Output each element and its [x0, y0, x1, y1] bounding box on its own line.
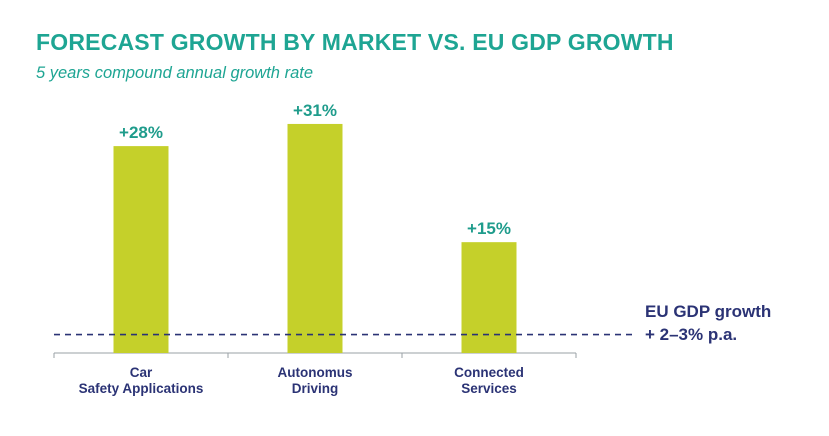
bars [113, 123, 517, 353]
reference-label-line-1: EU GDP growth [645, 302, 772, 321]
x-axis [53, 352, 577, 358]
bar-value-label: +31% [293, 101, 337, 120]
bar [461, 242, 517, 353]
bar [113, 146, 169, 353]
category-label: Driving [292, 381, 339, 396]
chart-title: FORECAST GROWTH BY MARKET VS. EU GDP GRO… [36, 29, 674, 55]
category-label: Autonomus [278, 365, 353, 380]
category-label: Services [461, 381, 517, 396]
category-label: Connected [454, 365, 524, 380]
category-label: Car [130, 365, 153, 380]
reference-label: EU GDP growth + 2–3% p.a. [645, 300, 771, 346]
chart-subtitle: 5 years compound annual growth rate [36, 64, 314, 82]
bar-value-label: +15% [467, 219, 511, 238]
bar [287, 123, 343, 353]
value-labels: +28% +31% +15% [119, 101, 511, 238]
bar-value-label: +28% [119, 123, 163, 142]
reference-label-line-2: + 2–3% p.a. [645, 325, 738, 344]
category-label: Safety Applications [79, 381, 204, 396]
